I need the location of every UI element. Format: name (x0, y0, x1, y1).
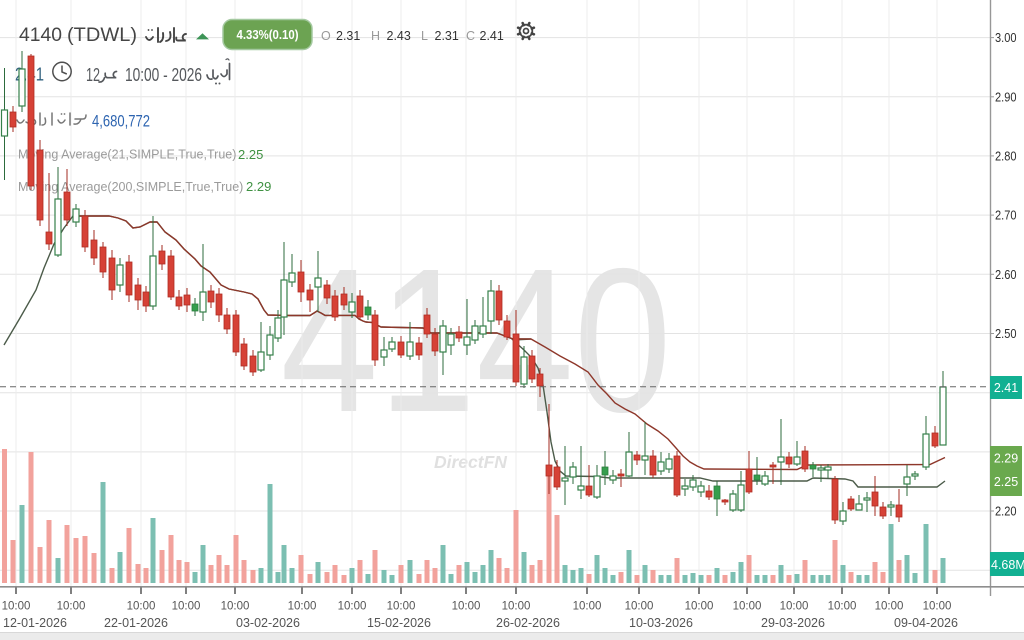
svg-text:4,680,772: 4,680,772 (92, 112, 150, 131)
svg-text:10:00: 10:00 (288, 601, 317, 613)
svg-text:26-02-2026: 26-02-2026 (496, 616, 560, 630)
svg-text:10:00: 10:00 (573, 601, 602, 613)
svg-text:15-02-2026: 15-02-2026 (367, 616, 431, 630)
svg-text:2.80: 2.80 (995, 148, 1017, 163)
svg-text:DirectFN: DirectFN (434, 452, 507, 472)
svg-text:2.41: 2.41 (480, 29, 504, 43)
svg-text:10:00: 10:00 (875, 601, 904, 613)
svg-text:22-01-2026: 22-01-2026 (104, 616, 168, 630)
svg-text:10:00: 10:00 (57, 601, 86, 613)
svg-text:12-01-2026: 12-01-2026 (3, 616, 67, 630)
svg-text:12: 12 (86, 65, 100, 85)
svg-text:L: L (421, 29, 428, 43)
svg-text:2.50: 2.50 (995, 326, 1017, 341)
svg-text:C: C (466, 29, 475, 43)
svg-text:H: H (371, 29, 380, 43)
svg-text:O: O (321, 29, 331, 43)
svg-text:03-02-2026: 03-02-2026 (236, 616, 300, 630)
svg-text:2.60: 2.60 (995, 267, 1017, 282)
svg-text:2.25: 2.25 (238, 147, 263, 162)
svg-text:29-03-2026: 29-03-2026 (761, 616, 825, 630)
svg-text:10:00: 10:00 (733, 601, 762, 613)
svg-text:10-03-2026: 10-03-2026 (629, 616, 693, 630)
svg-text:10:00: 10:00 (828, 601, 857, 613)
svg-text:4.68M: 4.68M (991, 558, 1024, 572)
svg-text:2.43: 2.43 (387, 29, 411, 43)
svg-text:2.31: 2.31 (336, 29, 360, 43)
svg-text:10:00: 10:00 (338, 601, 367, 613)
svg-text:10:00: 10:00 (127, 601, 156, 613)
svg-text:10:00: 10:00 (923, 601, 952, 613)
svg-text:2.29: 2.29 (246, 179, 271, 194)
svg-text:2.41: 2.41 (994, 381, 1018, 395)
svg-text:10:00: 10:00 (172, 601, 201, 613)
svg-text:2.31: 2.31 (435, 29, 459, 43)
svg-text:10:00: 10:00 (625, 601, 654, 613)
svg-text:Moving Average(200,SIMPLE,True: Moving Average(200,SIMPLE,True,True) (18, 180, 243, 194)
svg-text:10:00: 10:00 (685, 601, 714, 613)
svg-text:10:00: 10:00 (221, 601, 250, 613)
svg-text:09-04-2026: 09-04-2026 (894, 616, 958, 630)
svg-text:10:00: 10:00 (2, 601, 31, 613)
svg-text:4.33%(0.10): 4.33%(0.10) (237, 27, 299, 42)
svg-text:2.29: 2.29 (994, 452, 1018, 466)
svg-text:4140: 4140 (19, 24, 62, 46)
svg-text:10:00 - 2026: 10:00 - 2026 (125, 65, 202, 85)
svg-text:3.00: 3.00 (995, 30, 1017, 45)
svg-text:2.25: 2.25 (994, 475, 1018, 489)
svg-text:2.90: 2.90 (995, 89, 1017, 104)
svg-text:2.70: 2.70 (995, 208, 1017, 223)
svg-text:10:00: 10:00 (502, 601, 531, 613)
svg-text:(TDWL): (TDWL) (67, 24, 137, 46)
svg-text:2.20: 2.20 (995, 504, 1017, 519)
svg-text:Moving Average(21,SIMPLE,True,: Moving Average(21,SIMPLE,True,True) (18, 148, 236, 162)
svg-text:10:00: 10:00 (780, 601, 809, 613)
svg-text:10:00: 10:00 (452, 601, 481, 613)
svg-text:10:00: 10:00 (387, 601, 416, 613)
